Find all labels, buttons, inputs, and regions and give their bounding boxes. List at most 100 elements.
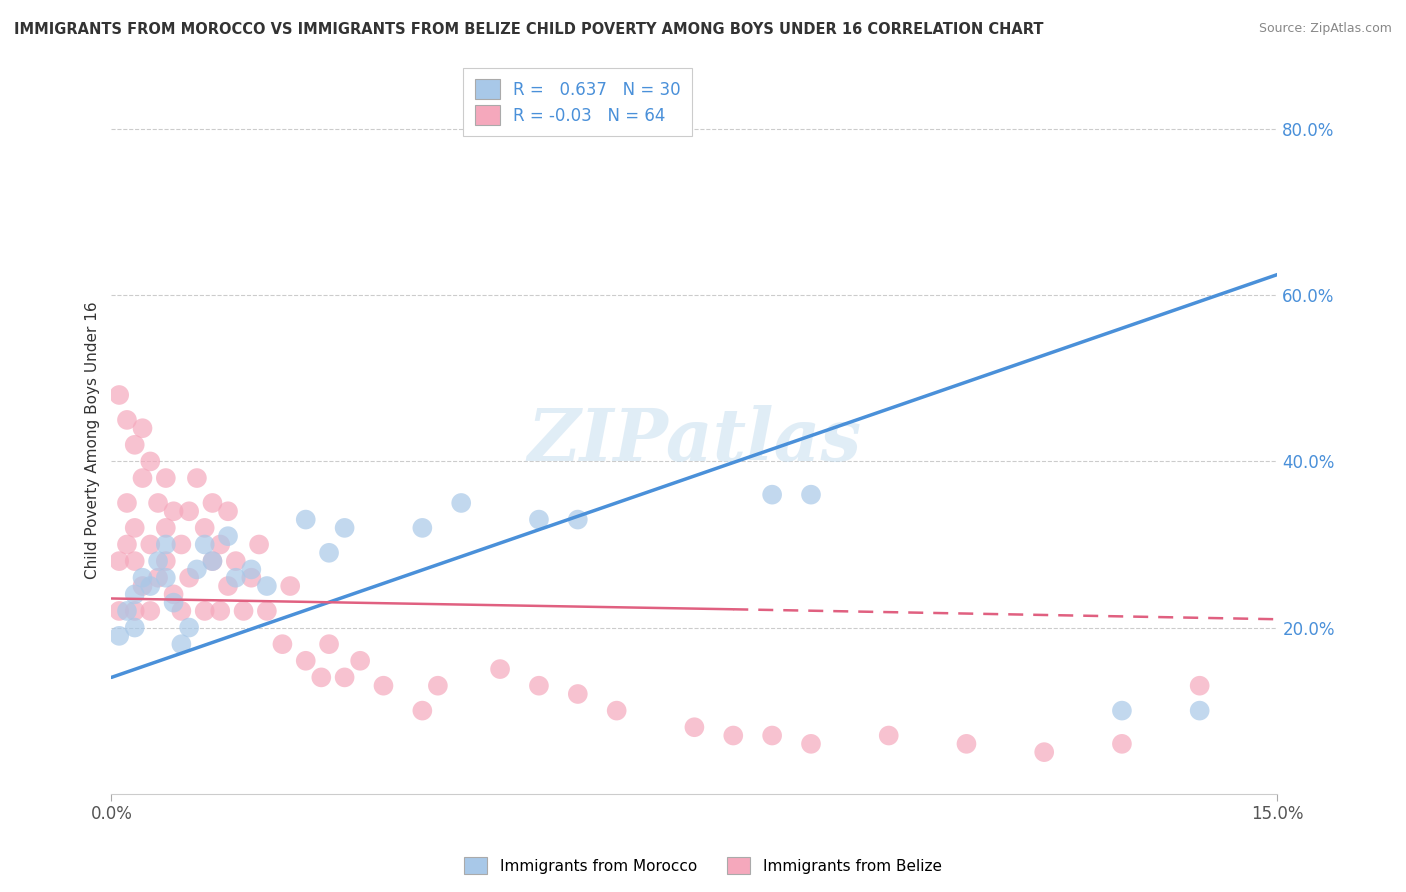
- Point: [527, 512, 550, 526]
- Point: [139, 454, 162, 468]
- Point: [217, 504, 239, 518]
- Point: [186, 471, 208, 485]
- Point: [124, 521, 146, 535]
- Point: [108, 554, 131, 568]
- Point: [170, 637, 193, 651]
- Point: [761, 488, 783, 502]
- Point: [155, 471, 177, 485]
- Point: [201, 554, 224, 568]
- Point: [131, 579, 153, 593]
- Point: [256, 604, 278, 618]
- Point: [124, 604, 146, 618]
- Point: [318, 546, 340, 560]
- Point: [294, 654, 316, 668]
- Point: [201, 496, 224, 510]
- Point: [955, 737, 977, 751]
- Point: [333, 670, 356, 684]
- Point: [124, 621, 146, 635]
- Point: [155, 571, 177, 585]
- Point: [209, 537, 232, 551]
- Point: [225, 554, 247, 568]
- Point: [217, 579, 239, 593]
- Point: [1111, 704, 1133, 718]
- Point: [278, 579, 301, 593]
- Point: [761, 729, 783, 743]
- Point: [146, 571, 169, 585]
- Point: [162, 504, 184, 518]
- Point: [1111, 737, 1133, 751]
- Point: [209, 604, 232, 618]
- Y-axis label: Child Poverty Among Boys Under 16: Child Poverty Among Boys Under 16: [86, 301, 100, 580]
- Point: [271, 637, 294, 651]
- Legend: Immigrants from Morocco, Immigrants from Belize: Immigrants from Morocco, Immigrants from…: [458, 851, 948, 880]
- Point: [877, 729, 900, 743]
- Point: [1033, 745, 1056, 759]
- Point: [179, 621, 201, 635]
- Point: [411, 704, 433, 718]
- Point: [115, 604, 138, 618]
- Point: [426, 679, 449, 693]
- Point: [124, 554, 146, 568]
- Point: [146, 554, 169, 568]
- Point: [194, 537, 217, 551]
- Point: [683, 720, 706, 734]
- Point: [318, 637, 340, 651]
- Point: [108, 629, 131, 643]
- Point: [131, 471, 153, 485]
- Point: [800, 488, 823, 502]
- Point: [217, 529, 239, 543]
- Point: [240, 571, 263, 585]
- Point: [256, 579, 278, 593]
- Point: [115, 413, 138, 427]
- Point: [162, 596, 184, 610]
- Legend: R =   0.637   N = 30, R = -0.03   N = 64: R = 0.637 N = 30, R = -0.03 N = 64: [463, 68, 692, 136]
- Point: [139, 579, 162, 593]
- Point: [201, 554, 224, 568]
- Point: [155, 554, 177, 568]
- Point: [194, 604, 217, 618]
- Point: [115, 496, 138, 510]
- Point: [146, 496, 169, 510]
- Point: [333, 521, 356, 535]
- Point: [155, 521, 177, 535]
- Point: [349, 654, 371, 668]
- Point: [194, 521, 217, 535]
- Point: [567, 687, 589, 701]
- Point: [186, 562, 208, 576]
- Point: [489, 662, 512, 676]
- Point: [1188, 704, 1211, 718]
- Text: IMMIGRANTS FROM MOROCCO VS IMMIGRANTS FROM BELIZE CHILD POVERTY AMONG BOYS UNDER: IMMIGRANTS FROM MOROCCO VS IMMIGRANTS FR…: [14, 22, 1043, 37]
- Point: [170, 537, 193, 551]
- Point: [124, 587, 146, 601]
- Point: [1188, 679, 1211, 693]
- Point: [162, 587, 184, 601]
- Point: [411, 521, 433, 535]
- Point: [606, 704, 628, 718]
- Point: [247, 537, 270, 551]
- Point: [108, 388, 131, 402]
- Point: [232, 604, 254, 618]
- Point: [373, 679, 395, 693]
- Point: [240, 562, 263, 576]
- Point: [155, 537, 177, 551]
- Point: [800, 737, 823, 751]
- Point: [527, 679, 550, 693]
- Point: [131, 571, 153, 585]
- Point: [567, 512, 589, 526]
- Point: [225, 571, 247, 585]
- Text: ZIPatlas: ZIPatlas: [527, 405, 862, 476]
- Point: [450, 496, 472, 510]
- Point: [179, 504, 201, 518]
- Point: [124, 438, 146, 452]
- Point: [131, 421, 153, 435]
- Point: [139, 537, 162, 551]
- Point: [179, 571, 201, 585]
- Point: [294, 512, 316, 526]
- Point: [723, 729, 745, 743]
- Point: [115, 537, 138, 551]
- Point: [311, 670, 333, 684]
- Point: [170, 604, 193, 618]
- Point: [108, 604, 131, 618]
- Point: [139, 604, 162, 618]
- Text: Source: ZipAtlas.com: Source: ZipAtlas.com: [1258, 22, 1392, 36]
